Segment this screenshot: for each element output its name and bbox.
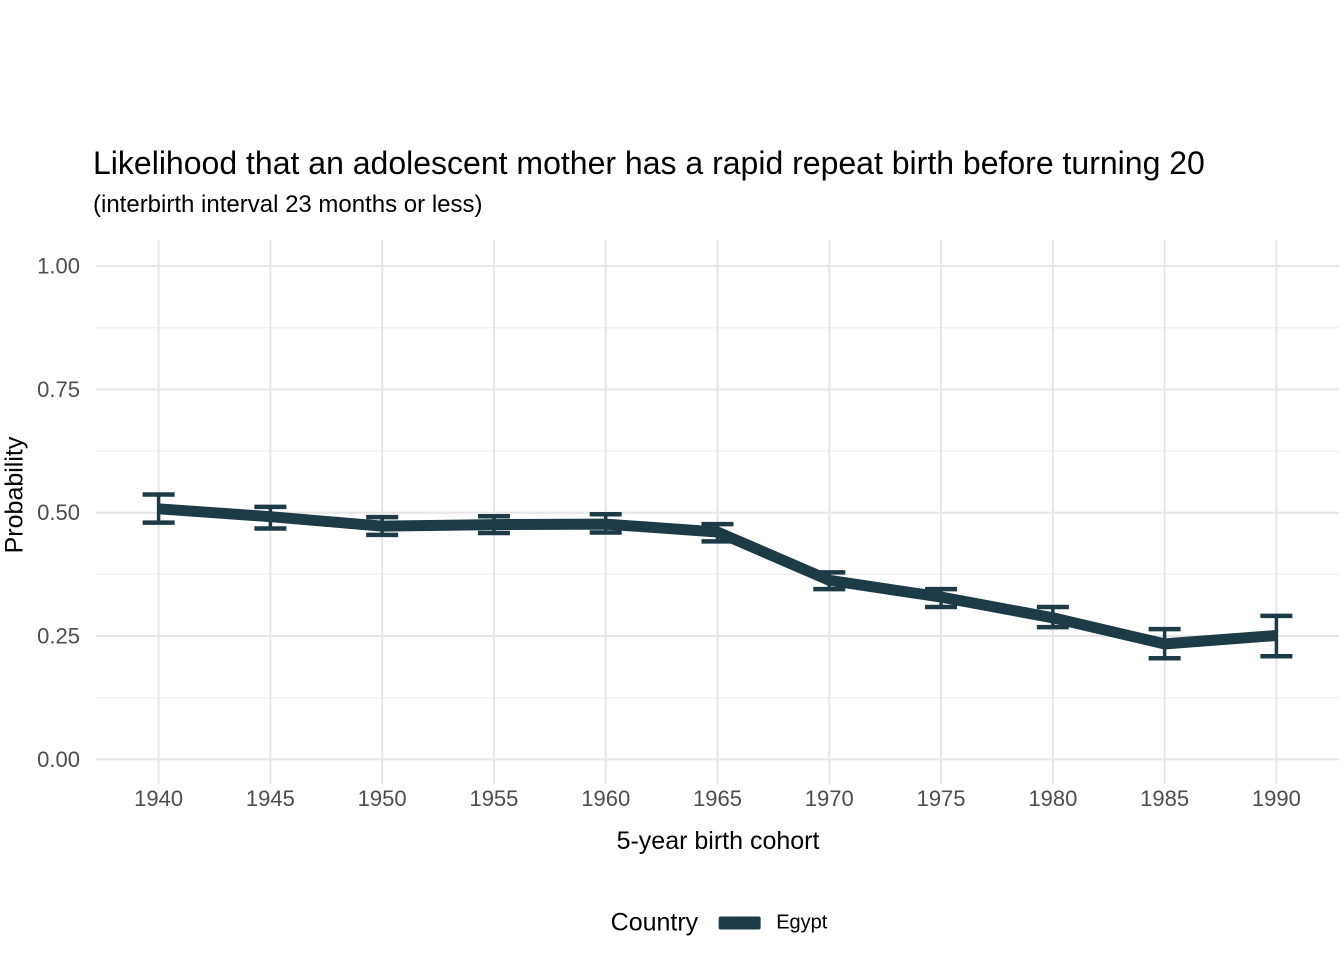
x-tick-label: 1940 [134,786,183,811]
x-axis-tick-labels: 1940 1945 1950 1955 1960 1965 1970 1975 1980 1985… [134,786,1301,811]
gridlines-major [96,240,1339,784]
x-tick-label: 1990 [1252,786,1301,811]
x-tick-label: 1980 [1028,786,1077,811]
y-tick-label: 0.00 [37,747,80,772]
x-tick-label: 1975 [917,786,966,811]
y-axis-tick-labels: 0.00 0.25 0.50 0.75 1.00 [37,254,80,772]
x-tick-label: 1985 [1140,786,1189,811]
series-line-egypt [158,503,1277,650]
x-tick-label: 1970 [805,786,854,811]
x-axis-title: 5-year birth cohort [616,827,820,855]
chart-subtitle: (interbirth interval 23 months or less) [93,191,483,218]
chart-title: Likelihood that an adolescent mother has… [93,145,1205,181]
x-tick-label: 1945 [246,786,295,811]
y-tick-label: 1.00 [37,254,80,279]
x-tick-label: 1960 [581,786,630,811]
x-tick-label: 1955 [469,786,518,811]
legend-line-swatch [718,916,761,930]
legend: Country Egypt [611,909,828,938]
y-tick-label: 0.50 [37,500,80,525]
x-tick-label: 1965 [693,786,742,811]
legend-title: Country [610,908,699,937]
y-tick-label: 0.25 [37,624,80,649]
y-tick-label: 0.75 [37,377,80,402]
y-axis-title: Probability [0,436,29,554]
x-tick-label: 1950 [358,786,407,811]
legend-entry-label: Egypt [776,911,828,934]
